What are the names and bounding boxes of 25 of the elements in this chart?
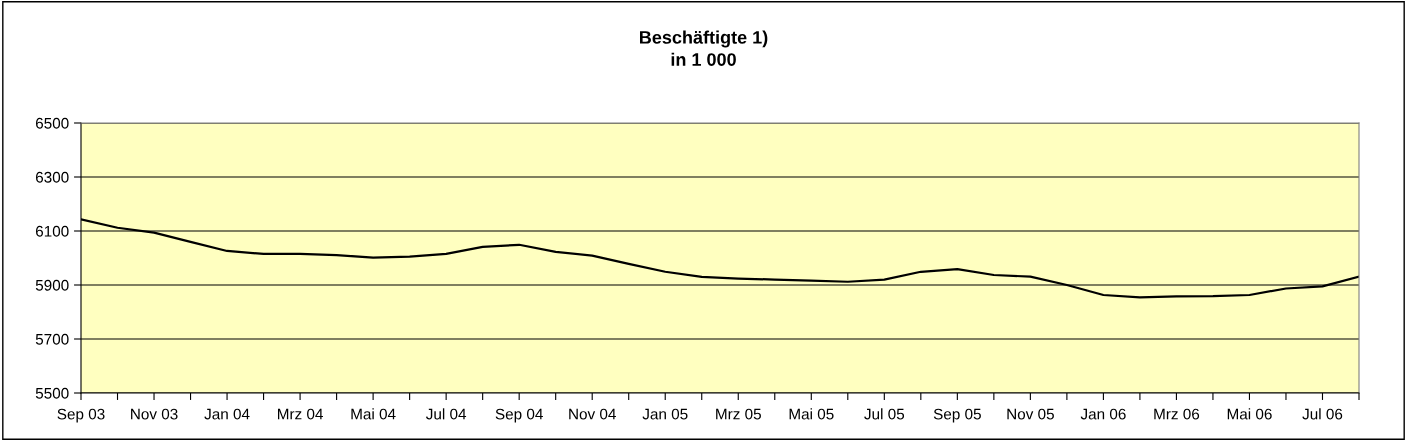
x-tick-label: Jan 06 bbox=[1080, 408, 1126, 420]
x-tick-label: Nov 05 bbox=[1007, 408, 1054, 420]
y-tick-label: 6300 bbox=[35, 171, 69, 183]
x-tick-label: Mrz 04 bbox=[277, 408, 323, 420]
x-tick-label: Sep 03 bbox=[57, 408, 105, 423]
x-tick-label: Mai 04 bbox=[351, 408, 396, 420]
y-tick-label: 5900 bbox=[35, 279, 69, 291]
x-tick-label: Mrz 06 bbox=[1154, 408, 1200, 420]
y-tick-label: 6100 bbox=[35, 225, 69, 237]
x-tick-label: Sep 05 bbox=[933, 408, 981, 423]
x-tick-label: Nov 03 bbox=[131, 408, 178, 420]
x-tick-label: Jan 05 bbox=[642, 408, 688, 420]
x-tick-label: Jan 04 bbox=[204, 408, 250, 420]
x-tick-label: Sep 04 bbox=[495, 408, 543, 423]
x-tick-label: Nov 04 bbox=[569, 408, 616, 420]
y-tick-label: 5700 bbox=[35, 333, 69, 345]
x-tick-label: Mai 06 bbox=[1227, 408, 1272, 420]
y-tick-label: 5500 bbox=[35, 387, 69, 399]
x-tick-label: Jul 05 bbox=[864, 408, 905, 420]
x-tick-label: Mrz 05 bbox=[716, 408, 761, 420]
y-tick-label: 6500 bbox=[35, 117, 69, 129]
chart-title: Beschäftigte 1) in 1 000 bbox=[640, 30, 768, 66]
x-tick-label: Mai 05 bbox=[789, 408, 834, 420]
x-tick-label: Jul 06 bbox=[1302, 408, 1343, 420]
x-tick-label: Jul 04 bbox=[426, 408, 467, 420]
